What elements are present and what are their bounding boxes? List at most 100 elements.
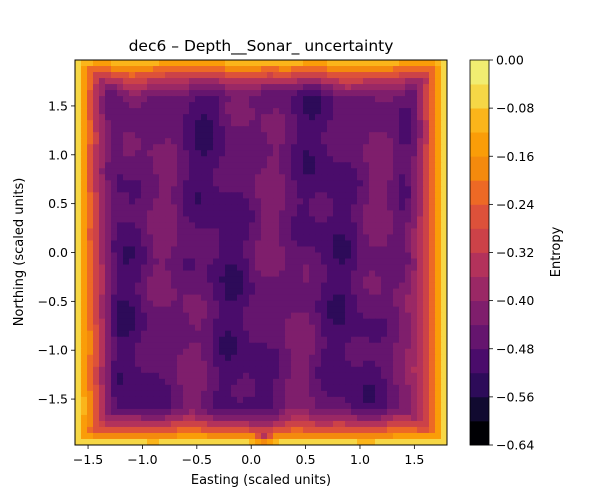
field-cell	[117, 432, 124, 440]
field-cell	[171, 396, 178, 404]
field-cell	[255, 78, 262, 85]
field-cell	[321, 156, 328, 163]
field-cell	[315, 348, 322, 356]
field-cell	[261, 312, 268, 320]
field-cell	[345, 192, 352, 199]
field-cell	[183, 300, 190, 308]
field-cell	[279, 114, 286, 121]
field-cell	[435, 240, 442, 248]
field-cell	[363, 150, 370, 157]
field-cell	[261, 150, 268, 157]
field-cell	[141, 360, 148, 368]
field-cell	[405, 360, 412, 368]
field-cell	[345, 120, 352, 127]
field-cell	[297, 288, 304, 296]
field-cell	[303, 84, 310, 91]
field-cell	[267, 378, 274, 386]
field-cell	[411, 168, 418, 175]
field-cell	[147, 324, 154, 332]
field-cell	[273, 228, 280, 236]
field-cell	[225, 342, 232, 350]
field-cell	[189, 258, 196, 266]
field-cell	[105, 156, 112, 163]
field-cell	[135, 384, 142, 392]
field-cell	[123, 414, 130, 422]
field-cell	[273, 162, 280, 169]
field-cell	[255, 192, 262, 199]
field-cell	[279, 282, 286, 290]
field-cell	[207, 258, 214, 266]
field-cell	[303, 402, 310, 410]
field-cell	[357, 264, 364, 272]
field-cell	[405, 294, 412, 302]
field-cell	[435, 384, 442, 392]
field-cell	[243, 276, 250, 284]
field-cell	[375, 174, 382, 181]
field-cell	[249, 432, 256, 440]
field-cell	[369, 120, 376, 127]
field-cell	[177, 438, 184, 445]
field-cell	[87, 72, 94, 79]
field-cell	[261, 342, 268, 350]
field-cell	[375, 282, 382, 290]
field-cell	[411, 336, 418, 344]
field-cell	[177, 282, 184, 290]
field-cell	[207, 384, 214, 392]
field-cell	[363, 432, 370, 440]
field-cell	[351, 288, 358, 296]
field-cell	[375, 120, 382, 127]
field-cell	[261, 330, 268, 338]
field-cell	[237, 330, 244, 338]
field-cell	[243, 396, 250, 404]
field-cell	[87, 96, 94, 103]
field-cell	[261, 402, 268, 410]
field-cell	[387, 342, 394, 350]
field-cell	[375, 426, 382, 434]
field-cell	[375, 150, 382, 157]
field-cell	[129, 240, 136, 248]
field-cell	[105, 162, 112, 169]
field-cell	[411, 258, 418, 266]
field-cell	[165, 378, 172, 386]
field-cell	[135, 438, 142, 445]
field-cell	[213, 60, 220, 67]
field-cell	[357, 408, 364, 416]
field-cell	[75, 240, 82, 248]
field-cell	[171, 120, 178, 127]
field-cell	[147, 210, 154, 218]
field-cell	[363, 234, 370, 242]
field-cell	[201, 96, 208, 103]
field-cell	[99, 360, 106, 368]
field-cell	[387, 78, 394, 85]
field-cell	[429, 312, 436, 320]
field-cell	[249, 396, 256, 404]
field-cell	[351, 378, 358, 386]
field-cell	[207, 162, 214, 169]
field-cell	[351, 426, 358, 434]
field-cell	[213, 270, 220, 278]
field-cell	[159, 300, 166, 308]
field-cell	[189, 300, 196, 308]
field-cell	[393, 180, 400, 187]
field-cell	[99, 336, 106, 344]
field-cell	[309, 408, 316, 416]
field-cell	[345, 336, 352, 344]
field-cell	[393, 324, 400, 332]
field-cell	[393, 348, 400, 356]
field-cell	[219, 420, 226, 428]
field-cell	[81, 372, 88, 380]
field-cell	[417, 120, 424, 127]
field-cell	[87, 306, 94, 314]
field-cell	[405, 438, 412, 445]
field-cell	[267, 306, 274, 314]
field-cell	[375, 390, 382, 398]
field-cell	[315, 96, 322, 103]
field-cell	[309, 426, 316, 434]
field-cell	[369, 312, 376, 320]
field-cell	[171, 306, 178, 314]
field-cell	[147, 438, 154, 445]
field-cell	[345, 138, 352, 145]
field-cell	[333, 168, 340, 175]
field-cell	[429, 132, 436, 139]
field-cell	[123, 132, 130, 139]
